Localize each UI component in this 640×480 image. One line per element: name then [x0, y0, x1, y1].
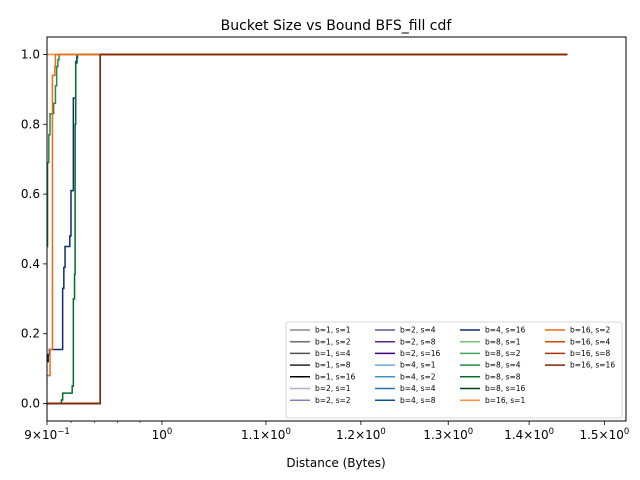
y-tick-label: 0.4 [21, 257, 40, 271]
legend-label: b=16, s=2 [570, 326, 611, 335]
legend-label: b=2, s=4 [400, 326, 436, 335]
legend-label: b=4, s=16 [485, 326, 526, 335]
y-tick-label: 0.2 [21, 327, 40, 341]
legend-label: b=4, s=4 [400, 384, 436, 393]
legend-label: b=8, s=1 [485, 337, 521, 346]
series-line-21 [47, 53, 568, 377]
y-axis: 0.0 0.2 0.4 0.6 0.8 1.0 [21, 47, 47, 411]
y-tick-label: 1.0 [21, 47, 40, 61]
chart-title: Bucket Size vs Bound BFS_fill cdf [221, 18, 453, 34]
legend-label: b=1, s=16 [315, 372, 356, 381]
legend-label: b=2, s=16 [400, 349, 441, 358]
legend-label: b=2, s=2 [315, 396, 351, 405]
x-tick-label: 1.1×100 [241, 427, 291, 442]
x-tick-label: 1.4×100 [504, 427, 554, 442]
x-tick-label: 1.2×100 [336, 427, 386, 442]
legend-label: b=8, s=4 [485, 361, 521, 370]
x-tick-label: 1.3×100 [423, 427, 473, 442]
legend-box [285, 321, 623, 419]
series-line-17 [46, 53, 568, 248]
x-axis-label: Distance (Bytes) [286, 456, 385, 470]
legend-label: b=16, s=4 [570, 337, 611, 346]
series-line-18 [47, 53, 568, 405]
legend-label: b=8, s=8 [485, 372, 521, 381]
legend-label: b=2, s=8 [400, 337, 436, 346]
x-axis: 9×10−1 100 1.1×100 1.2×100 1.3×100 1.4×100 1.5… [24, 421, 629, 442]
legend-label: b=16, s=8 [570, 349, 611, 358]
x-tick-label: 100 [152, 427, 173, 442]
y-tick-label: 0.0 [21, 397, 40, 411]
x-tick-label: 1.5×100 [579, 427, 629, 442]
legend-label: b=16, s=1 [485, 396, 526, 405]
legend-label: b=8, s=16 [485, 384, 526, 393]
legend-label: b=16, s=16 [570, 361, 615, 370]
legend-label: b=1, s=8 [315, 361, 351, 370]
legend-label: b=4, s=1 [400, 361, 436, 370]
y-tick-label: 0.6 [21, 187, 40, 201]
series-line-14 [47, 53, 568, 363]
y-tick-label: 0.8 [21, 117, 40, 131]
legend-label: b=1, s=1 [315, 326, 351, 335]
legend: b=1, s=1 b=1, s=2 b=1, s=4 b=1, s=8 b=1, s=1… [285, 321, 623, 419]
plot-frame [46, 36, 627, 422]
legend-label: b=4, s=2 [400, 372, 436, 381]
legend-label: b=8, s=2 [485, 349, 521, 358]
series-line-24 [47, 53, 568, 405]
plot-lines [46, 53, 568, 405]
legend-label: b=1, s=4 [315, 349, 351, 358]
x-tick-label: 9×10−1 [24, 427, 70, 442]
legend-label: b=1, s=2 [315, 337, 351, 346]
legend-label: b=2, s=1 [315, 384, 351, 393]
legend-label: b=4, s=8 [400, 396, 436, 405]
